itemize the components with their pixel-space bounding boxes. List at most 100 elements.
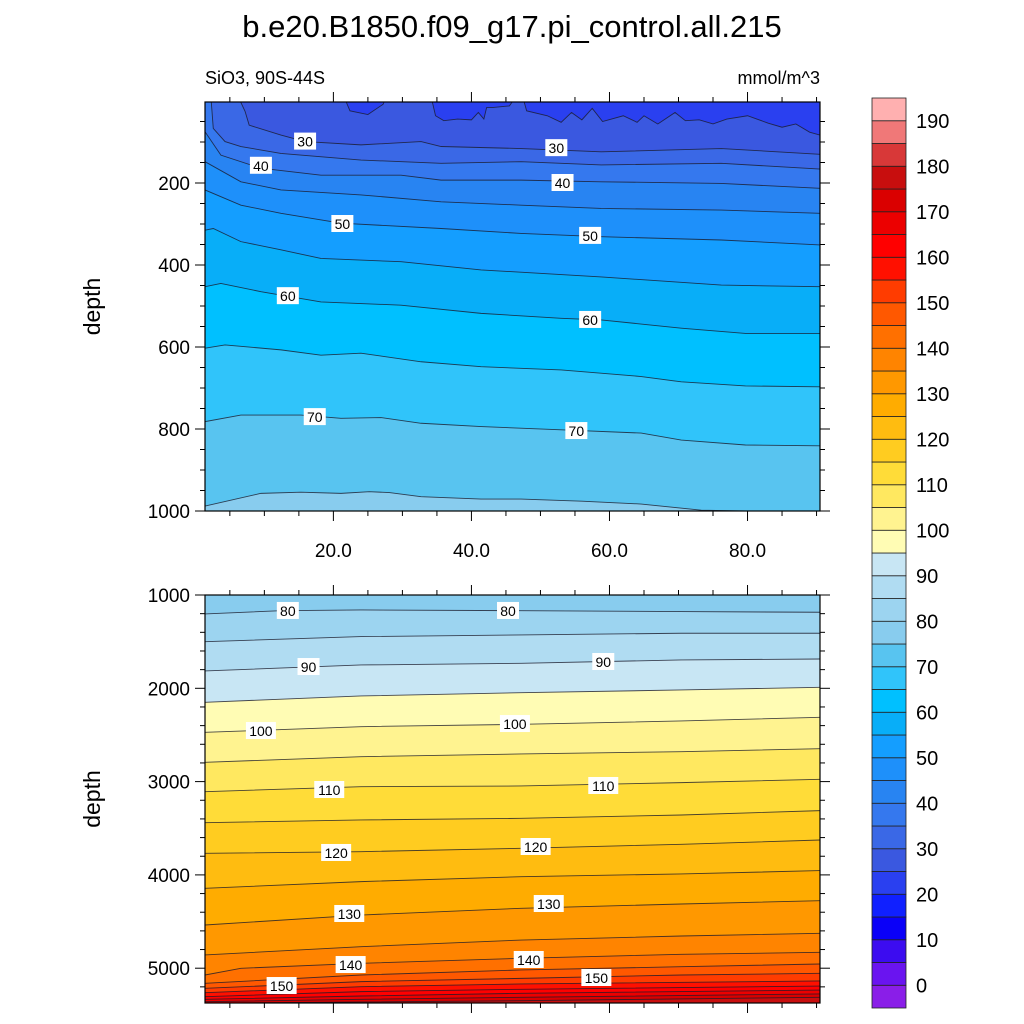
colorbar-label: 170 <box>916 202 949 224</box>
colorbar-label: 160 <box>916 247 949 269</box>
contour-label: 130 <box>537 896 561 912</box>
x-tick-label: 60.0 <box>591 541 628 562</box>
contour-line <box>205 932 820 956</box>
contour-line <box>205 972 820 989</box>
contour-label: 130 <box>338 906 362 922</box>
contour-label-box <box>335 956 366 974</box>
colorbar-box <box>871 393 907 417</box>
contour-label: 100 <box>249 723 273 739</box>
colorbar-box <box>871 916 907 941</box>
contour-label: 40 <box>555 175 571 191</box>
contour-label-box <box>245 722 276 740</box>
y-tick-label: 200 <box>158 174 190 195</box>
colorbar-box <box>871 211 907 235</box>
colorbar-box <box>871 848 907 872</box>
contour-label: 110 <box>318 782 341 798</box>
contour-label-box <box>579 226 602 244</box>
x-tick-label: 40.0 <box>453 541 490 562</box>
colorbar: 0 10 20 30 40 50 60 70 80 90 100 110 120 130 140 150 160… <box>871 97 949 1009</box>
chart-title: b.e20.B1850.f09_g17.pi_control.all.215 <box>242 9 782 44</box>
contour-label: 70 <box>569 423 585 439</box>
contour-label-box <box>297 658 320 676</box>
contour-label: 150 <box>270 978 294 994</box>
colorbar-box <box>871 598 907 622</box>
y-axis-label: depth <box>79 278 105 336</box>
colorbar-box <box>871 552 907 577</box>
colorbar-box <box>871 507 907 531</box>
axis-ticks <box>195 585 830 1013</box>
colorbar-box <box>871 757 907 781</box>
colorbar-box <box>871 279 907 304</box>
contour-label-box <box>314 780 345 798</box>
contour-label: 50 <box>582 228 598 244</box>
contour-label: 30 <box>297 134 313 150</box>
colorbar-box <box>871 825 907 850</box>
contour-line <box>345 102 820 136</box>
contour-fills <box>205 102 820 511</box>
contour-line <box>240 102 820 155</box>
contour-label-box <box>579 310 602 328</box>
colorbar-label: 140 <box>916 338 949 360</box>
contour-label-box <box>581 968 612 986</box>
contour-band-fill <box>205 491 820 511</box>
contour-line <box>205 900 820 926</box>
contour-label: 40 <box>253 158 269 174</box>
contour-label: 140 <box>517 952 541 968</box>
colorbar-box <box>871 370 907 395</box>
contour-line <box>205 748 820 763</box>
colorbar-box <box>871 325 907 349</box>
contour-label-box <box>588 776 619 794</box>
colorbar-label: 60 <box>916 702 938 724</box>
colorbar-label: 90 <box>916 566 938 588</box>
colorbar-box <box>871 802 907 827</box>
y-tick-label: 3000 <box>148 773 190 794</box>
x-tick-label: 80.0 <box>729 541 766 562</box>
lower-depth-panel: 80 80 90 90 100 100 110 110 120 120 130 130 140 140 15… <box>79 585 830 1013</box>
colorbar-label: 10 <box>916 930 938 952</box>
contour-label-box <box>276 287 299 305</box>
contour-line <box>205 870 820 889</box>
contour-label-box <box>497 601 520 619</box>
colorbar-box <box>871 143 907 167</box>
colorbar-box <box>871 984 907 1009</box>
y-tick-label: 600 <box>158 338 190 359</box>
colorbar-box <box>871 620 907 645</box>
colorbar-box <box>871 97 907 122</box>
y-tick-label: 5000 <box>148 959 190 980</box>
contour-label-box <box>520 838 551 856</box>
contour-line <box>205 778 820 793</box>
colorbar-box <box>871 120 907 144</box>
upper-depth-panel: 30 30 40 40 50 50 60 60 70 70 200 400 600 800 1000 20.0… <box>79 92 830 562</box>
y-tick-label: 400 <box>158 256 190 277</box>
colorbar-label: 80 <box>916 611 938 633</box>
contour-label: 60 <box>280 288 296 304</box>
colorbar-box <box>871 666 907 690</box>
units-subtitle: mmol/m^3 <box>738 68 820 88</box>
contour-label: 140 <box>339 957 363 973</box>
colorbar-box <box>871 689 907 713</box>
contour-line <box>205 989 820 1000</box>
y-tick-label: 4000 <box>148 866 190 887</box>
contour-label: 100 <box>503 716 527 732</box>
contour-line <box>205 993 820 1003</box>
contour-line <box>205 810 820 824</box>
contour-label: 150 <box>585 970 609 986</box>
contour-label: 90 <box>595 654 611 670</box>
contour-label-box <box>303 408 326 426</box>
contour-band-fill <box>229 997 820 1003</box>
colorbar-box <box>871 962 907 986</box>
colorbar-box <box>871 188 907 213</box>
x-tick-label: 20.0 <box>315 541 352 562</box>
colorbar-label: 190 <box>916 111 949 133</box>
colorbar-box <box>871 529 907 554</box>
contour-label-box <box>276 601 299 619</box>
colorbar-box <box>871 484 907 508</box>
contour-line <box>205 344 820 388</box>
colorbar-box <box>871 780 907 804</box>
colorbar-box <box>871 234 907 258</box>
contour-line <box>205 963 820 984</box>
contour-label-box <box>513 950 544 968</box>
contour-label: 120 <box>524 839 548 855</box>
y-tick-label: 1000 <box>148 586 190 607</box>
